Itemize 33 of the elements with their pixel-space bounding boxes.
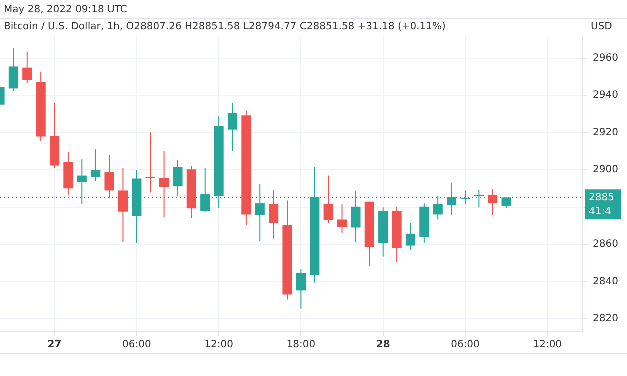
x-tick-label: 18:00 — [286, 340, 316, 351]
ref-line-label: 2885 — [589, 192, 614, 204]
y-tick-label: 2820 — [593, 314, 618, 325]
y-tick-label: 2920 — [593, 127, 618, 138]
chart-subtitle: May 28, 2022 09:18 UTC — [4, 4, 128, 16]
candlestick — [160, 150, 170, 218]
y-tick-label: 2860 — [593, 239, 618, 250]
y-tick-label: 2960 — [593, 52, 618, 64]
candlestick — [488, 188, 498, 216]
x-tick-label: 12:00 — [533, 340, 562, 351]
y-tick-label: 2940 — [593, 90, 618, 102]
candlestick — [118, 167, 128, 243]
x-tick-label: 28 — [376, 340, 390, 351]
candlestick — [22, 52, 32, 84]
candlestick — [104, 155, 114, 200]
candlestick — [228, 102, 238, 152]
x-tick-label: 06:00 — [451, 340, 480, 351]
candlestick — [269, 189, 279, 240]
candlestick — [296, 268, 306, 310]
candlestick — [406, 222, 416, 251]
candlestick — [324, 175, 334, 224]
y-tick-label: 2840 — [593, 276, 618, 288]
y-axis-title: USD — [591, 22, 613, 33]
x-tick-label: 27 — [48, 340, 62, 351]
text: 41:4 — [589, 206, 612, 218]
candlestick — [337, 204, 348, 234]
chart-title: Bitcoin / U.S. Dollar, 1h, O28807.26 H28851.58 L28794.77 C28851.58 +31.18 (+0.11%) — [4, 22, 446, 33]
candlestick — [173, 160, 183, 197]
candlestick — [8, 48, 18, 92]
candlestick — [91, 149, 101, 182]
y-tick-label: 2900 — [593, 164, 618, 176]
x-tick-label: 06:00 — [122, 340, 152, 351]
x-tick-label: 12:00 — [204, 340, 234, 351]
